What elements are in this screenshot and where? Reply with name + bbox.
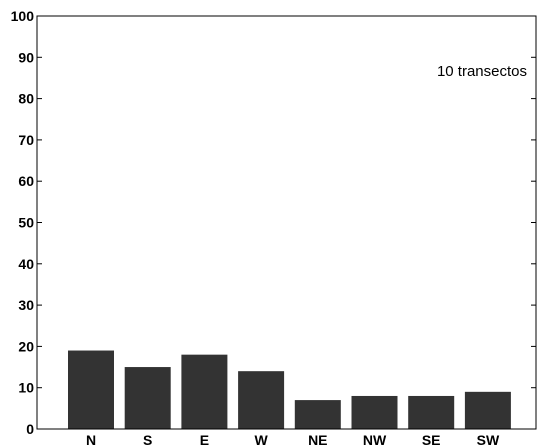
x-tick-label-n: N <box>86 432 96 447</box>
x-tick-label-s: S <box>143 432 152 447</box>
x-tick-label-ne: NE <box>308 432 327 447</box>
x-tick-label-sw: SW <box>477 432 500 447</box>
x-tick-label-nw: NW <box>363 432 387 447</box>
y-axis: 0 10 20 30 40 50 60 70 80 90 100 <box>11 8 536 437</box>
bar-n <box>68 350 114 429</box>
bar-nw <box>351 395 398 429</box>
y-tick-label: 0 <box>26 421 34 437</box>
y-tick-label: 50 <box>18 215 34 231</box>
bar-se <box>408 395 455 429</box>
bar-sw <box>464 391 511 429</box>
plot-frame <box>36 15 537 430</box>
annotation-label: 10 transectos <box>437 63 527 80</box>
y-tick-label: 70 <box>18 132 34 148</box>
bar-w <box>238 371 285 429</box>
bar-e <box>181 354 228 429</box>
y-tick-label: 90 <box>18 49 34 65</box>
x-axis: N S E W NE NW SE SW <box>86 424 500 447</box>
x-tick-label-e: E <box>200 432 209 447</box>
y-tick-label: 20 <box>18 338 34 354</box>
bar-ne <box>294 400 341 429</box>
x-tick-label-w: W <box>254 432 268 447</box>
y-tick-label: 10 <box>18 380 34 396</box>
y-tick-label: 60 <box>18 173 34 189</box>
bar-s <box>124 367 171 429</box>
y-tick-label: 80 <box>18 91 34 107</box>
y-tick-label: 30 <box>18 297 34 313</box>
x-tick-label-se: SE <box>422 432 441 447</box>
y-tick-label: 40 <box>18 256 34 272</box>
bars <box>68 350 511 429</box>
y-tick-label: 100 <box>11 8 35 24</box>
